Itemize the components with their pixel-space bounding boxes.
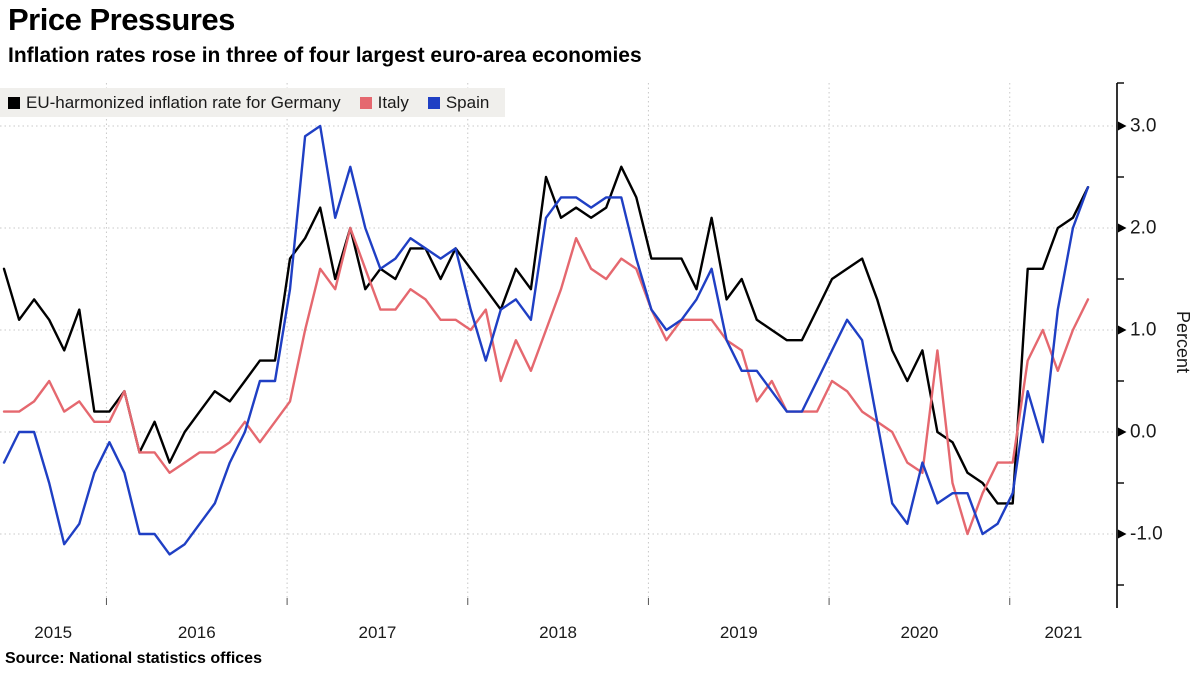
series-line-italy xyxy=(2,226,1090,536)
y-major-tick-arrow-icon xyxy=(1118,121,1127,131)
y-axis-major-ticks xyxy=(1118,121,1127,539)
legend-label-italy: Italy xyxy=(377,92,409,112)
legend-item-germany: EU-harmonized inflation rate for Germany xyxy=(8,93,341,113)
y-tick-label: 2.0 xyxy=(1130,218,1156,239)
series-lines xyxy=(2,124,1090,556)
x-tick-label-2021: 2021 xyxy=(1044,623,1082,642)
legend-label-germany: EU-harmonized inflation rate for Germany xyxy=(26,92,341,112)
x-axis-ticks xyxy=(105,598,1011,605)
series-line-germany xyxy=(2,165,1090,505)
page-title: Price Pressures xyxy=(8,2,235,37)
legend-label-spain: Spain xyxy=(445,92,490,112)
y-tick-label: 0.0 xyxy=(1130,422,1156,443)
y-axis-minor-ticks xyxy=(1117,82,1124,586)
gridlines-horizontal xyxy=(0,125,1117,535)
y-major-tick-arrow-icon xyxy=(1118,529,1127,539)
gridlines-vertical xyxy=(105,83,1011,598)
chart-subtitle: Inflation rates rose in three of four la… xyxy=(8,44,642,67)
legend-item-spain: Spain xyxy=(427,92,490,113)
legend-item-italy: Italy xyxy=(359,92,409,113)
x-tick-label-2018: 2018 xyxy=(539,623,577,642)
x-tick-label-2019: 2019 xyxy=(720,623,758,642)
x-axis-tick-labels: 2015 2016 2017 2018 2019 2020 2021 xyxy=(34,623,1082,642)
y-tick-label: 1.0 xyxy=(1130,320,1156,341)
y-major-tick-arrow-icon xyxy=(1118,325,1127,335)
y-tick-label: 3.0 xyxy=(1130,116,1156,137)
italy-series-swatch-icon xyxy=(359,96,372,109)
y-major-tick-arrow-icon xyxy=(1118,427,1127,437)
chart-legend: EU-harmonized inflation rate for Germany… xyxy=(0,88,506,117)
y-axis-tick-labels: 3.0 2.0 1.0 0.0 -1.0 xyxy=(1130,116,1163,545)
y-axis-title: Percent xyxy=(1173,311,1193,373)
y-major-tick-arrow-icon xyxy=(1118,223,1127,233)
x-tick-label-2015: 2015 xyxy=(34,623,72,642)
x-tick-label-2020: 2020 xyxy=(900,623,938,642)
spain-series-swatch-icon xyxy=(427,96,440,109)
series-line-spain xyxy=(2,124,1090,556)
y-tick-label: -1.0 xyxy=(1130,524,1163,545)
x-tick-label-2017: 2017 xyxy=(359,623,397,642)
germany-series-swatch-icon xyxy=(8,96,20,109)
source-note: Source: National statistics offices xyxy=(5,650,262,667)
x-tick-label-2016: 2016 xyxy=(178,623,216,642)
